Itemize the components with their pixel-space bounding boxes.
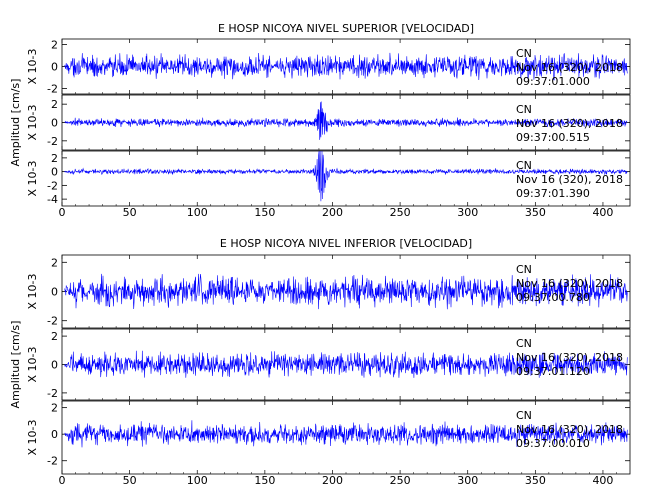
y-tick-label: 2 <box>51 256 58 269</box>
waveform-trace <box>64 350 628 378</box>
trace-time: 09:37:01.000 <box>516 75 590 88</box>
x-tick-label: 50 <box>123 206 137 219</box>
y-tick-label: 0 <box>51 61 58 74</box>
trace-channel: CN <box>516 337 532 350</box>
y-tick-label: 2 <box>51 98 58 111</box>
trace-channel: CN <box>516 409 532 422</box>
multiplier-label: X 10-3 <box>26 420 39 456</box>
x-tick-label: 250 <box>390 206 411 219</box>
chart-title: E HOSP NICOYA NIVEL SUPERIOR [VELOCIDAD] <box>218 22 474 35</box>
y-tick-label: -2 <box>47 387 58 400</box>
trace-channel: CN <box>516 47 532 60</box>
x-tick-label: 150 <box>254 474 275 487</box>
y-tick-label: -2 <box>47 455 58 468</box>
multiplier-label: X 10-3 <box>26 347 39 383</box>
waveform-trace <box>64 101 628 140</box>
trace-time: 09:37:00.515 <box>516 131 590 144</box>
trace-date: Nov 16 (320), 2018 <box>516 117 623 130</box>
y-tick-label: 2 <box>51 152 58 165</box>
y-tick-label: -2 <box>47 83 58 96</box>
trace-date: Nov 16 (320), 2018 <box>516 277 623 290</box>
y-tick-label: 0 <box>51 117 58 130</box>
x-tick-label: 100 <box>187 474 208 487</box>
trace-time: 09:37:00.780 <box>516 291 590 304</box>
trace-channel: CN <box>516 103 532 116</box>
trace-time: 09:37:00.010 <box>516 437 590 450</box>
x-tick-label: 400 <box>592 206 613 219</box>
trace-date: Nov 16 (320), 2018 <box>516 423 623 436</box>
y-axis-label: Amplitud [cm/s] <box>9 79 22 167</box>
trace-time: 09:37:01.390 <box>516 187 590 200</box>
trace-time: 09:37:01.120 <box>516 365 590 378</box>
chart-title: E HOSP NICOYA NIVEL INFERIOR [VELOCIDAD] <box>220 237 472 250</box>
x-tick-label: 200 <box>322 206 343 219</box>
x-tick-label: 300 <box>457 206 478 219</box>
x-tick-label: 0 <box>59 474 66 487</box>
multiplier-label: X 10-3 <box>26 161 39 197</box>
trace-date: Nov 16 (320), 2018 <box>516 173 623 186</box>
y-axis-label: Amplitud [cm/s] <box>9 321 22 409</box>
x-tick-label: 300 <box>457 474 478 487</box>
y-tick-label: -4 <box>47 193 58 206</box>
y-tick-label: -2 <box>47 179 58 192</box>
waveform-trace <box>64 150 628 202</box>
trace-channel: CN <box>516 263 532 276</box>
x-tick-label: 400 <box>592 474 613 487</box>
chart-panel-2: E HOSP NICOYA NIVEL INFERIOR [VELOCIDAD]… <box>9 237 631 487</box>
waveform-trace <box>64 52 628 81</box>
x-tick-label: 150 <box>254 206 275 219</box>
y-tick-label: 2 <box>51 330 58 343</box>
x-tick-label: 100 <box>187 206 208 219</box>
y-tick-label: 2 <box>51 402 58 415</box>
x-tick-label: 350 <box>525 474 546 487</box>
trace-date: Nov 16 (320), 2018 <box>516 351 623 364</box>
x-tick-label: 0 <box>59 206 66 219</box>
y-tick-label: -2 <box>47 135 58 148</box>
y-tick-label: 0 <box>51 166 58 179</box>
y-tick-label: 0 <box>51 359 58 372</box>
y-tick-label: 0 <box>51 428 58 441</box>
multiplier-label: X 10-3 <box>26 49 39 85</box>
trace-date: Nov 16 (320), 2018 <box>516 61 623 74</box>
x-tick-label: 350 <box>525 206 546 219</box>
x-tick-label: 50 <box>123 474 137 487</box>
waveform-trace <box>64 420 628 448</box>
waveform-trace <box>64 273 628 310</box>
y-tick-label: 0 <box>51 286 58 299</box>
multiplier-label: X 10-3 <box>26 274 39 310</box>
x-tick-label: 250 <box>390 474 411 487</box>
y-tick-label: 2 <box>51 39 58 52</box>
trace-channel: CN <box>516 159 532 172</box>
chart-panel-1: E HOSP NICOYA NIVEL SUPERIOR [VELOCIDAD]… <box>9 22 631 219</box>
y-tick-label: -2 <box>47 315 58 328</box>
multiplier-label: X 10-3 <box>26 105 39 141</box>
x-tick-label: 200 <box>322 474 343 487</box>
